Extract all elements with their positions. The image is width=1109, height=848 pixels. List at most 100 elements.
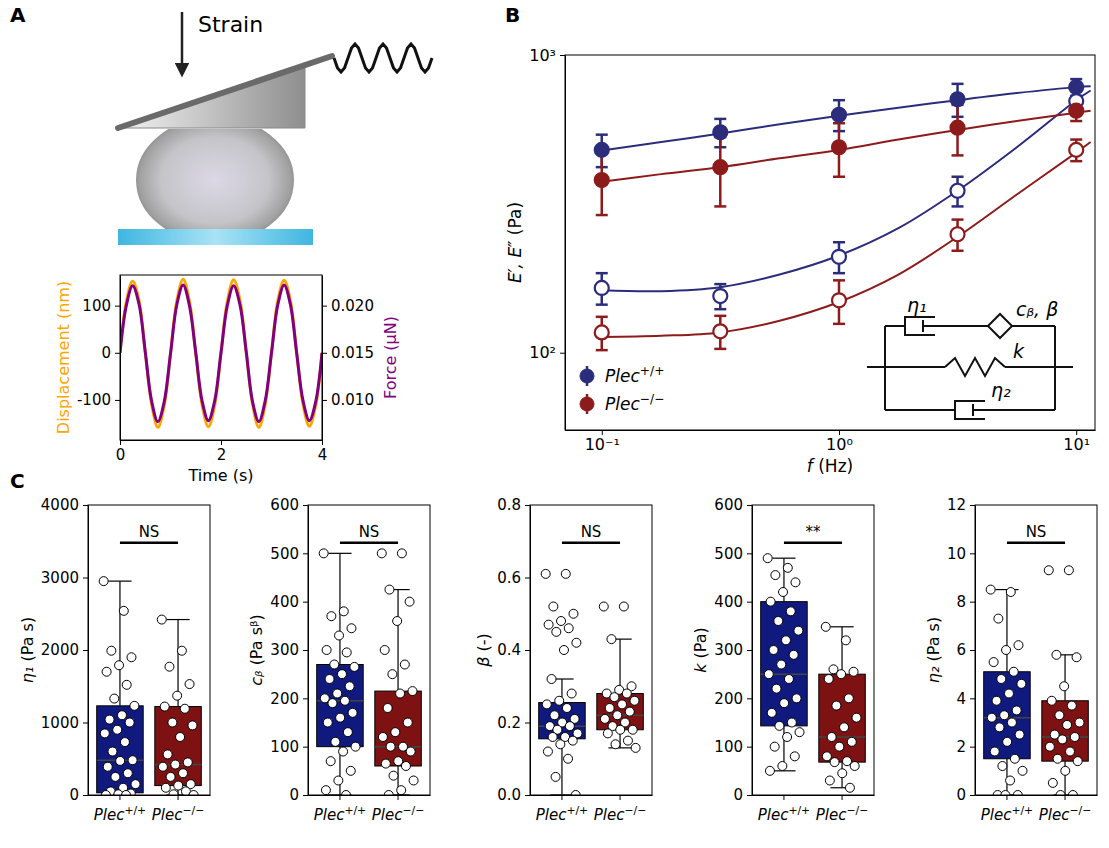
data-point (401, 762, 410, 771)
data-point (326, 757, 335, 766)
data-point (336, 713, 345, 722)
legend-label: Plec−/− (605, 392, 664, 414)
axis-line (976, 795, 1098, 796)
data-point (767, 708, 776, 717)
data-point (769, 646, 778, 655)
legend: Plec+/+Plec−/− (580, 364, 664, 414)
data-point (176, 733, 185, 742)
tick-label: Plec−/− (1039, 804, 1091, 824)
tick-mark (747, 747, 752, 748)
error-cap (714, 205, 726, 208)
error-bar (833, 242, 845, 273)
y-axis-title: β (-) (474, 633, 493, 668)
tick-mark (83, 505, 88, 506)
error-cap (714, 348, 726, 351)
data-point (1064, 566, 1073, 575)
whisker-cap (328, 553, 351, 554)
data-point (1066, 747, 1075, 756)
tick-mark (525, 795, 530, 796)
error-bar (596, 317, 608, 350)
significance-label: NS (359, 523, 380, 541)
axis-line (753, 795, 875, 796)
significance-label: NS (139, 523, 160, 541)
data-point (1047, 696, 1056, 705)
tick: Plec−/− (594, 795, 646, 824)
significance-label: NS (581, 523, 602, 541)
data-point (547, 675, 556, 684)
data-point (130, 701, 139, 710)
tick: Plec−/− (1039, 795, 1091, 824)
error-cap (714, 315, 726, 318)
tick-label: 0 (289, 786, 299, 804)
data-point (989, 658, 998, 667)
data-point (113, 725, 122, 734)
data-point (339, 607, 348, 616)
data-point (778, 762, 787, 771)
tick: 600 (714, 496, 752, 514)
fit-line (602, 86, 1091, 150)
plot-area (120, 279, 322, 427)
tick: 10⁰ (826, 430, 853, 454)
data-point (781, 636, 790, 645)
tick-mark (221, 440, 222, 445)
data-point (713, 324, 727, 338)
tick-mark (178, 795, 179, 800)
data-point (552, 627, 561, 636)
tick: Plec+/+ (981, 795, 1033, 824)
tick-label: 10 (947, 545, 966, 563)
tick-mark (747, 698, 752, 699)
tick-mark (1076, 430, 1077, 435)
plot-frame (120, 275, 322, 440)
tick-label: 10² (529, 343, 556, 362)
error-cap (952, 218, 964, 221)
tick-mark (115, 400, 120, 401)
plot-area (317, 549, 422, 795)
data-point (622, 689, 631, 698)
data-point (409, 776, 418, 785)
data-point (99, 577, 108, 586)
error-bar (952, 105, 964, 156)
tick-label: 200 (714, 690, 743, 708)
data-point (794, 626, 803, 635)
box-plot-panel: 0.00.20.40.60.8Plec+/+Plec−/−β (-)NS (474, 496, 652, 823)
tick-mark (303, 602, 308, 603)
data-point (569, 609, 578, 618)
data-point (1003, 737, 1012, 746)
x-axis-title: Time (s) (187, 466, 253, 485)
data-point (559, 646, 568, 655)
data-point (1045, 742, 1054, 751)
whisker (397, 590, 398, 692)
data-point (1007, 718, 1016, 727)
data-point (542, 700, 551, 709)
error-bar (714, 284, 726, 309)
data-point (1006, 776, 1015, 785)
spring (945, 358, 1005, 376)
y-axis-title: η₂ (Pa s) (924, 617, 943, 683)
data-point (1069, 143, 1083, 157)
data-point (543, 747, 552, 756)
box (375, 691, 421, 766)
data-point (1067, 701, 1076, 710)
data-point (323, 718, 332, 727)
data-point (551, 772, 560, 781)
data-point (830, 758, 839, 767)
error-cap (952, 250, 964, 253)
tick-mark (83, 578, 88, 579)
data-point (786, 607, 795, 616)
circuit-line (867, 366, 885, 368)
data-point (386, 742, 395, 751)
tick-mark (602, 430, 603, 435)
tick-mark (322, 400, 327, 401)
data-point (166, 772, 175, 781)
error-bar (596, 273, 608, 304)
tick: Plec+/+ (758, 795, 810, 824)
tick-mark (1065, 795, 1066, 800)
axis: 10⁻¹10⁰10¹ (566, 430, 1096, 454)
tick-mark (970, 602, 975, 603)
tick-mark (303, 698, 308, 699)
data-point (713, 125, 727, 139)
error-cap (596, 316, 608, 319)
y-axis-title: cᵦ (Pa sᵝ) (247, 614, 266, 685)
data-point (1061, 766, 1070, 775)
error-cap (833, 175, 845, 178)
